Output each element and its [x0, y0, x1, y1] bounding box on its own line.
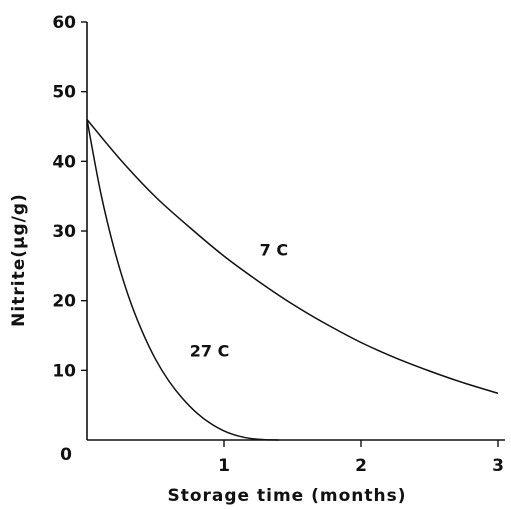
y-tick-label: 60 — [52, 13, 76, 33]
y-tick-label: 30 — [52, 222, 76, 242]
y-tick-label: 40 — [52, 152, 76, 172]
series-line-7c — [86, 119, 499, 395]
x-tick-label: 3 — [492, 456, 504, 476]
x-ticks: 1 2 3 — [218, 440, 504, 476]
series-labels: 7 C 27 C — [190, 240, 288, 360]
y-axis-title: Nitrite(µg/g) — [9, 193, 29, 327]
series-label-7c: 7 C — [260, 240, 288, 259]
y-tick-label: 20 — [52, 292, 76, 312]
series-line-27c — [86, 119, 279, 441]
y-ticks: 0 10 20 30 40 50 60 — [52, 13, 87, 465]
axes — [86, 22, 505, 441]
x-tick-label: 1 — [218, 456, 230, 476]
x-tick-label: 2 — [355, 456, 367, 476]
series — [86, 119, 499, 441]
series-label-27c: 27 C — [190, 341, 230, 360]
y-tick-label: 10 — [52, 361, 76, 381]
y-tick-label: 50 — [52, 83, 76, 103]
y-tick-label: 0 — [60, 445, 72, 465]
x-axis-title: Storage time (months) — [167, 486, 406, 506]
